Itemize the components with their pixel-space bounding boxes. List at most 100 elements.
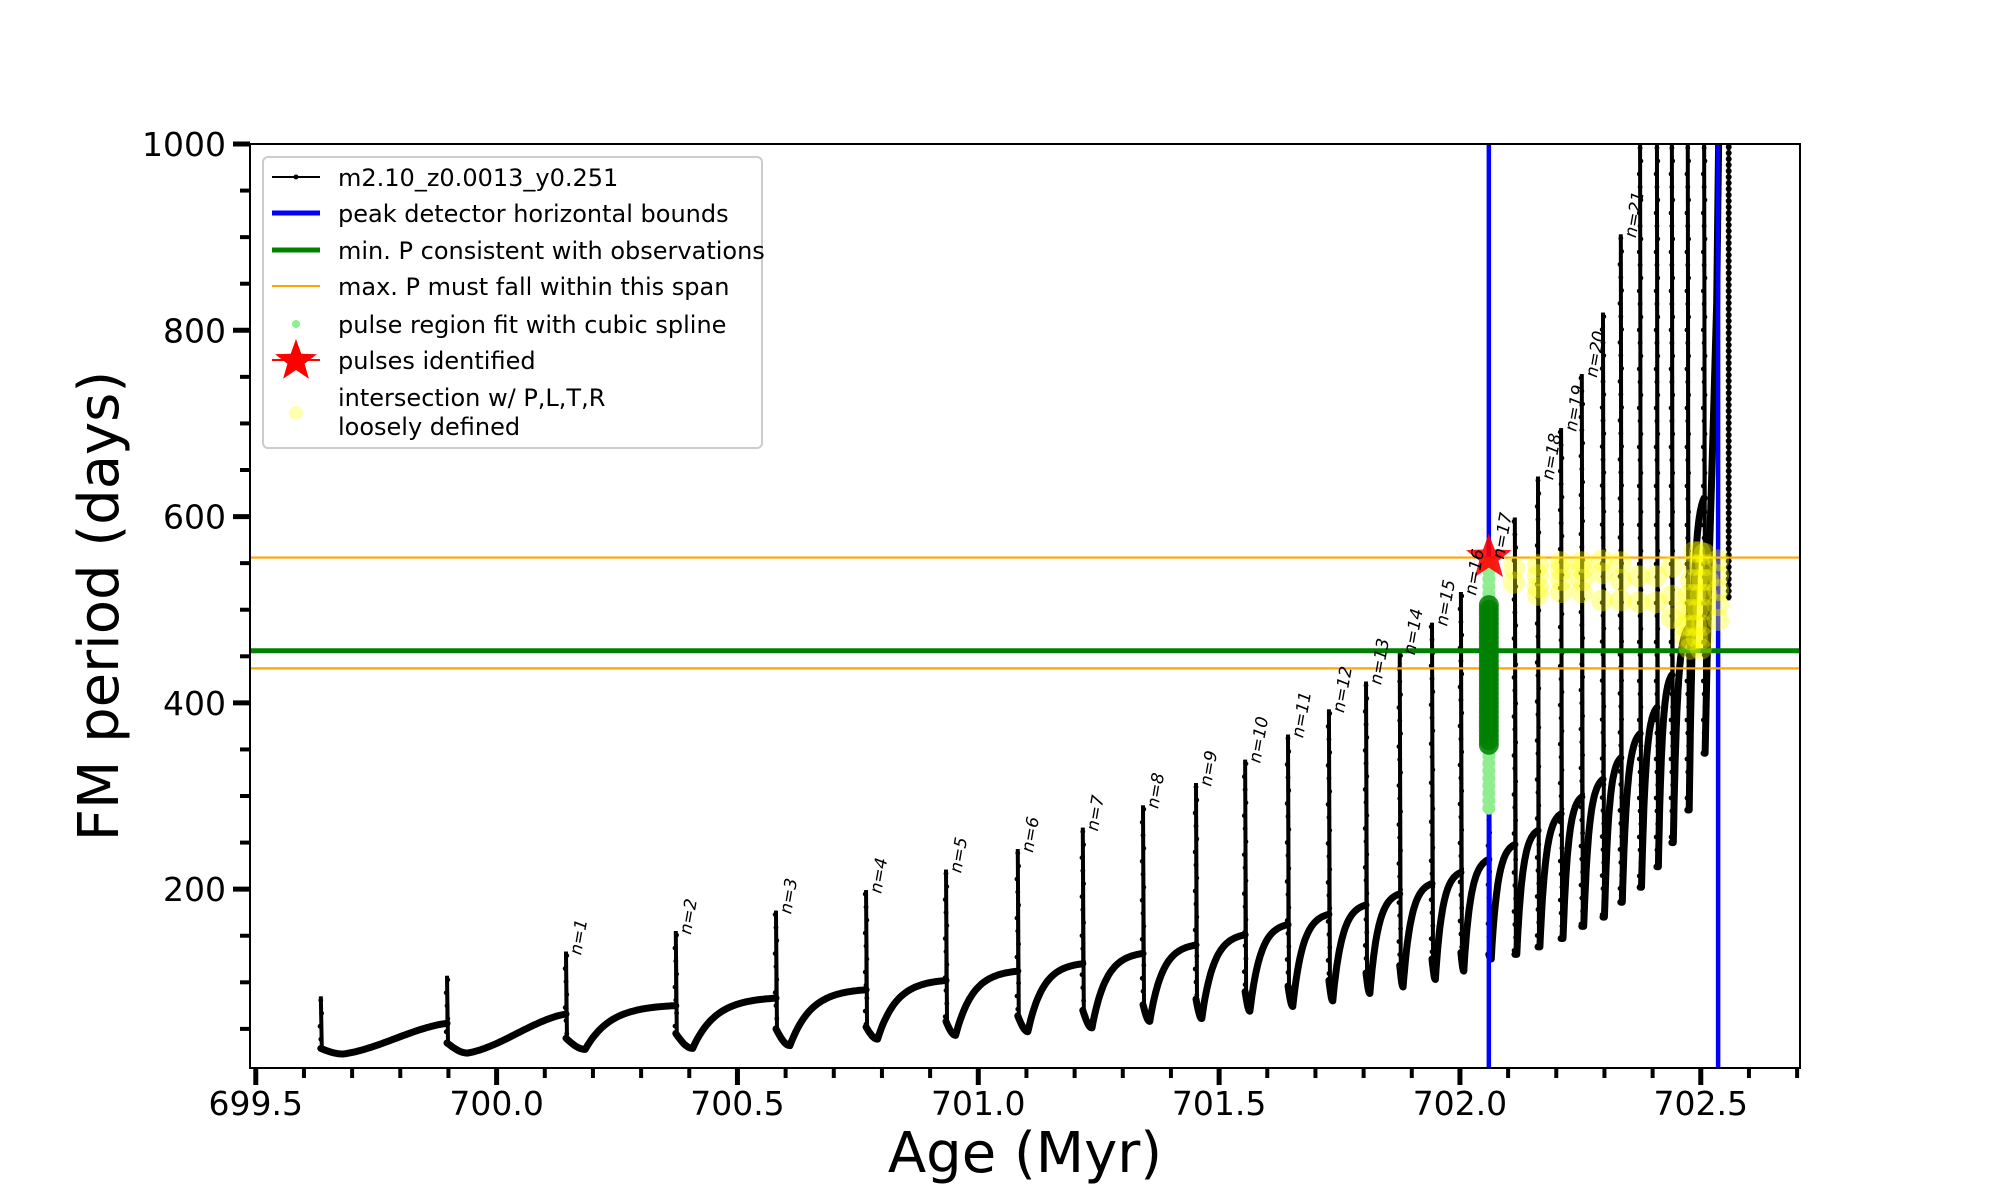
series-marker xyxy=(864,956,870,962)
series-marker xyxy=(1430,767,1436,773)
series-marker xyxy=(1725,294,1732,300)
series-marker xyxy=(1325,841,1331,846)
series-marker xyxy=(1601,314,1607,319)
series-marker xyxy=(1362,943,1368,948)
intersection-point xyxy=(1707,608,1730,631)
series-marker xyxy=(1511,675,1517,680)
series-marker xyxy=(1536,686,1542,691)
series-marker xyxy=(1653,639,1659,645)
series-marker xyxy=(1534,621,1540,626)
series-line-segment xyxy=(1578,775,1607,930)
series-marker xyxy=(674,1010,679,1016)
intersection-point xyxy=(1570,581,1593,604)
series-marker xyxy=(1557,663,1563,669)
series-marker xyxy=(1654,730,1660,736)
series-marker xyxy=(1327,906,1333,911)
series-marker xyxy=(1670,314,1676,320)
series-marker xyxy=(1702,275,1708,281)
series-marker xyxy=(1684,288,1690,294)
series-marker xyxy=(1638,470,1644,476)
series-marker xyxy=(1725,522,1732,528)
series-marker xyxy=(1536,569,1542,574)
series-marker xyxy=(1655,392,1661,398)
series-marker xyxy=(1398,887,1403,892)
series-marker xyxy=(1654,262,1660,268)
series-marker xyxy=(1637,184,1643,190)
series-marker xyxy=(1512,532,1518,537)
series-marker xyxy=(1016,980,1021,986)
series-marker xyxy=(1655,158,1661,164)
series-marker xyxy=(1194,875,1200,881)
series-marker xyxy=(1684,249,1690,255)
series-marker xyxy=(1636,600,1642,606)
series-marker xyxy=(1617,808,1623,813)
series-marker xyxy=(1725,402,1732,408)
series-marker xyxy=(1725,408,1732,414)
series-marker xyxy=(1725,540,1732,546)
series-marker xyxy=(1669,145,1675,151)
series-marker xyxy=(1653,171,1659,177)
series-marker xyxy=(1430,923,1436,929)
series-marker xyxy=(673,958,679,964)
series-marker xyxy=(1653,249,1659,255)
series-line-segment xyxy=(443,1010,570,1057)
series-marker xyxy=(1326,776,1332,781)
intersection-point xyxy=(1644,565,1667,588)
series-marker xyxy=(1459,749,1465,755)
series-marker xyxy=(1618,782,1624,787)
series-marker xyxy=(1619,522,1625,527)
series-marker xyxy=(1669,652,1675,658)
series-marker xyxy=(1535,712,1541,717)
series-marker xyxy=(317,1023,323,1029)
pulse-spike-return xyxy=(1559,428,1565,939)
x-tick-label: 700.5 xyxy=(690,1084,784,1123)
series-marker xyxy=(1617,340,1623,345)
series-marker xyxy=(1617,301,1623,306)
series-marker xyxy=(1686,197,1691,203)
series-marker xyxy=(1363,800,1369,805)
pulse-spike-return xyxy=(1512,517,1518,955)
x-tick-label: 702.5 xyxy=(1654,1084,1748,1123)
series-marker xyxy=(1015,889,1021,895)
series-marker xyxy=(1362,709,1368,714)
series-marker xyxy=(1685,496,1691,502)
series-marker xyxy=(1701,145,1707,151)
series-marker xyxy=(1725,588,1732,594)
series-marker xyxy=(443,1029,449,1035)
series-marker xyxy=(1670,626,1676,632)
series-marker xyxy=(1600,808,1606,813)
series-marker xyxy=(1579,817,1585,823)
series-marker xyxy=(1457,684,1463,690)
series-marker xyxy=(1638,626,1644,632)
legend-label: min. P consistent with observations xyxy=(338,237,765,265)
series-line-segment xyxy=(1700,144,1723,757)
pulse-identified-star xyxy=(1466,533,1512,577)
series-marker xyxy=(1617,535,1623,540)
series-marker xyxy=(1636,249,1642,255)
series-marker xyxy=(1459,671,1465,677)
series-marker xyxy=(1459,710,1465,716)
series-marker xyxy=(1685,535,1691,541)
series-marker xyxy=(1193,862,1199,868)
series-marker xyxy=(1362,748,1368,753)
series-marker xyxy=(1139,897,1145,903)
series-marker xyxy=(1655,353,1661,359)
series-marker xyxy=(1638,548,1644,554)
intersection-point xyxy=(1570,558,1593,581)
series-marker xyxy=(1511,714,1517,719)
series-marker xyxy=(1559,689,1565,695)
series-marker xyxy=(1141,923,1147,929)
x-tick-label: 701.0 xyxy=(931,1084,1025,1123)
series-marker xyxy=(562,1005,568,1010)
series-marker xyxy=(1685,457,1691,463)
series-marker xyxy=(1599,834,1605,839)
series-marker xyxy=(1430,689,1436,695)
series-marker xyxy=(1535,478,1541,483)
legend-label: max. P must fall within this span xyxy=(338,273,729,301)
series-marker xyxy=(1326,971,1332,976)
series-marker xyxy=(445,977,451,983)
series-marker xyxy=(1241,930,1247,936)
series-marker xyxy=(1654,652,1660,658)
series-marker xyxy=(1669,457,1675,463)
series-marker xyxy=(1600,457,1606,462)
